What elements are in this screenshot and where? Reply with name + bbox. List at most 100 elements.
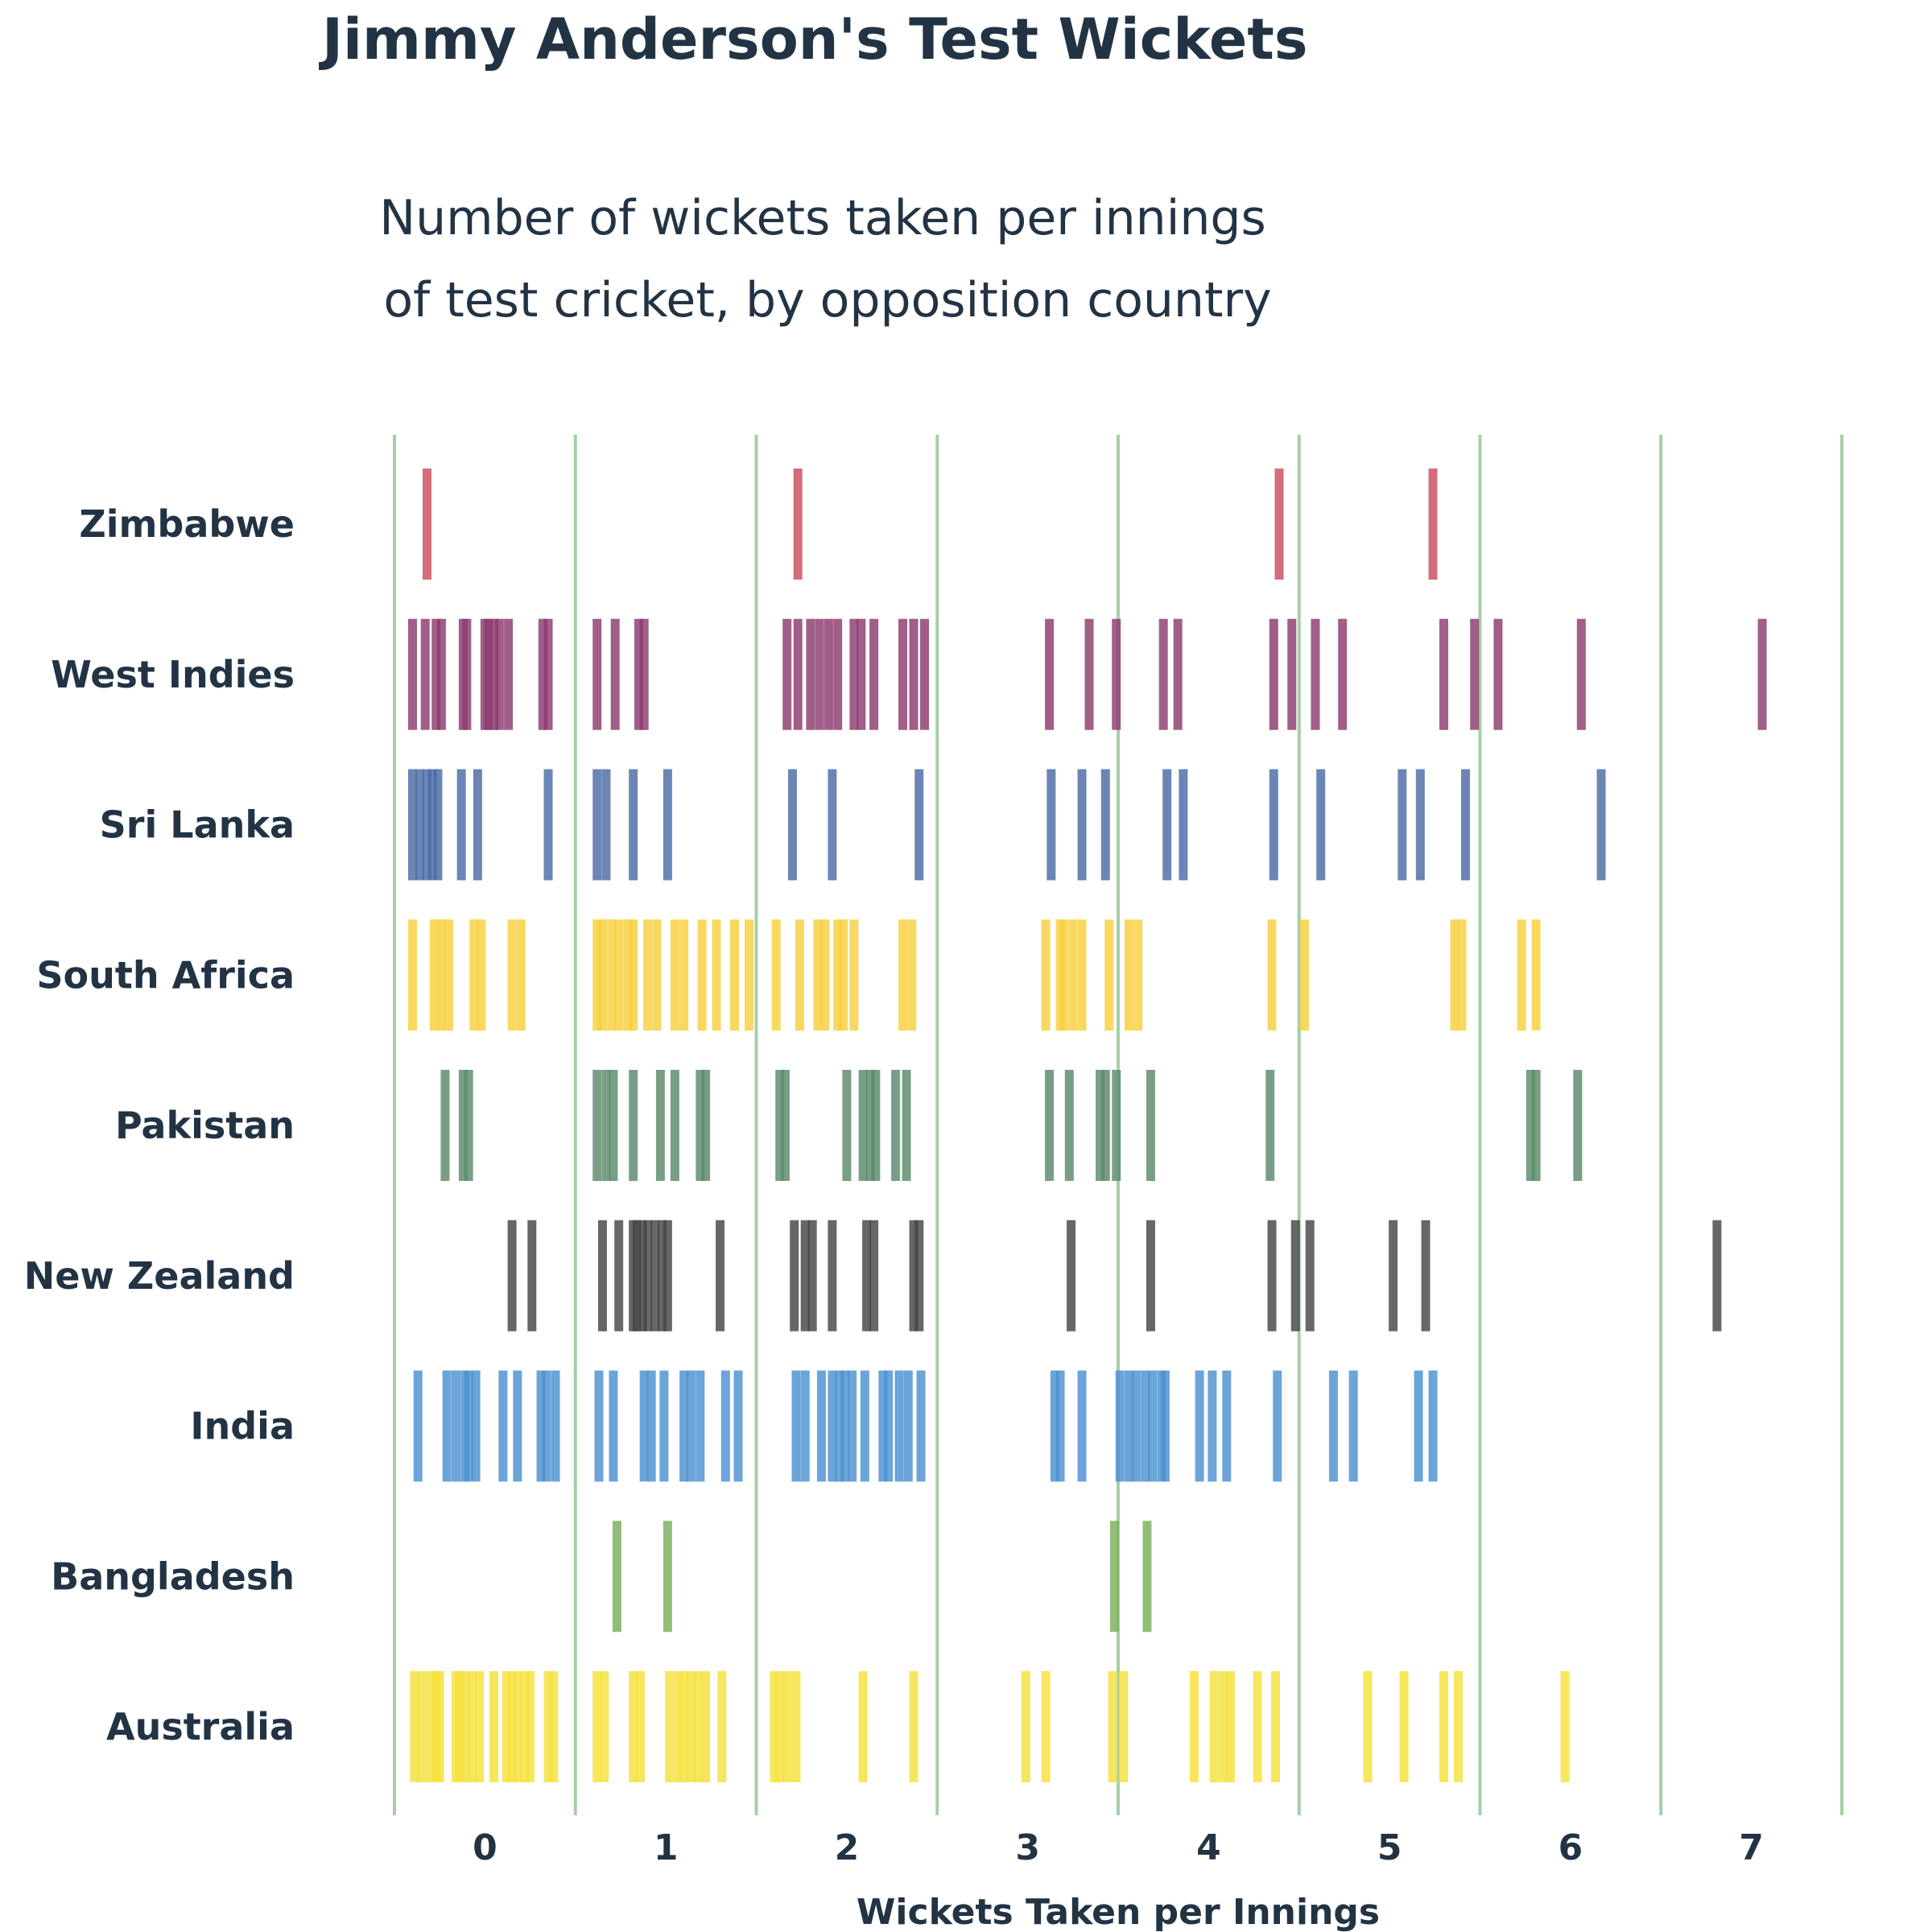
chart-title: Jimmy Anderson's Test Wickets xyxy=(319,6,1308,72)
wicket-mark xyxy=(1271,1671,1281,1782)
wicket-mark xyxy=(909,1220,919,1331)
wicket-mark xyxy=(1162,769,1172,881)
wicket-mark xyxy=(629,769,638,881)
country-row xyxy=(410,1671,1570,1782)
wicket-mark xyxy=(1084,618,1094,730)
wicket-mark xyxy=(542,1370,551,1482)
wicket-mark xyxy=(435,1671,444,1782)
wicket-mark xyxy=(1100,1070,1110,1181)
wicket-mark xyxy=(601,1070,611,1181)
wicket-mark xyxy=(1461,769,1471,881)
wicket-mark xyxy=(502,1671,511,1782)
wicket-mark xyxy=(717,1671,727,1782)
wicket-mark xyxy=(782,618,792,730)
wicket-mark xyxy=(436,919,446,1031)
wicket-mark xyxy=(1046,769,1056,881)
wicket-mark xyxy=(828,1370,837,1482)
wicket-mark xyxy=(1265,1070,1275,1181)
wicket-mark xyxy=(543,769,553,881)
wicket-mark xyxy=(1269,618,1278,730)
country-label: South Africa xyxy=(36,953,295,997)
wicket-mark xyxy=(1299,919,1309,1031)
wicket-mark xyxy=(1045,618,1055,730)
wicket-mark xyxy=(771,919,781,1031)
wicket-mark xyxy=(1253,1671,1262,1782)
wicket-mark xyxy=(828,769,837,881)
wicket-mark xyxy=(674,1671,683,1782)
country-label: Sri Lanka xyxy=(100,803,295,847)
wicket-mark xyxy=(592,919,602,1031)
wicket-mark xyxy=(1021,1671,1030,1782)
wicket-mark xyxy=(1068,919,1078,1031)
wicket-mark xyxy=(1141,1370,1150,1482)
wicket-mark xyxy=(1311,618,1320,730)
wicket-mark xyxy=(659,1370,669,1482)
wicket-mark xyxy=(1096,1070,1105,1181)
wicket-mark xyxy=(494,618,504,730)
wicket-mark xyxy=(1305,1220,1315,1331)
wicket-mark xyxy=(1439,618,1449,730)
wicket-mark xyxy=(920,618,930,730)
wicket-mark xyxy=(1457,919,1467,1031)
wicket-mark xyxy=(1348,1370,1358,1482)
wicket-mark xyxy=(600,1671,609,1782)
wicket-mark xyxy=(426,1671,436,1782)
wicket-mark xyxy=(471,1370,481,1482)
wicket-mark xyxy=(898,919,908,1031)
wicket-mark xyxy=(1077,769,1087,881)
wicket-mark xyxy=(504,618,514,730)
wicket-mark xyxy=(1428,469,1438,580)
wicket-mark xyxy=(1133,919,1143,1031)
wicket-mark xyxy=(1269,769,1278,881)
wicket-mark xyxy=(694,1671,704,1782)
wicket-mark xyxy=(646,1370,656,1482)
wicket-mark xyxy=(1421,1220,1430,1331)
wicket-mark xyxy=(1316,769,1326,881)
wicket-mark xyxy=(828,1220,837,1331)
wicket-mark xyxy=(842,1070,852,1181)
wicket-mark xyxy=(770,1671,779,1782)
wicket-mark xyxy=(639,618,649,730)
wicket-mark xyxy=(420,618,430,730)
wicket-mark xyxy=(679,919,689,1031)
wicket-mark xyxy=(1195,1370,1204,1482)
wicket-mark xyxy=(701,1070,711,1181)
wicket-mark xyxy=(455,1671,464,1782)
wicket-mark xyxy=(815,618,824,730)
wicket-mark xyxy=(513,1370,522,1482)
wicket-mark xyxy=(903,1370,913,1482)
wicket-mark xyxy=(1189,1671,1199,1782)
wicket-mark xyxy=(907,919,917,1031)
wicket-mark xyxy=(1119,1671,1129,1782)
wicket-mark xyxy=(592,1671,602,1782)
wicket-mark xyxy=(914,1220,924,1331)
country-row xyxy=(407,618,1767,730)
wicket-mark xyxy=(1287,618,1297,730)
wicket-mark xyxy=(658,1220,667,1331)
country-row xyxy=(507,1220,1722,1331)
wicket-mark xyxy=(1104,919,1114,1031)
wicket-mark xyxy=(1454,1671,1463,1782)
wicket-mark xyxy=(1041,1671,1051,1782)
wicket-mark xyxy=(745,919,754,1031)
wicket-mark xyxy=(650,1220,660,1331)
wicket-mark xyxy=(1050,1370,1059,1482)
wicket-mark xyxy=(791,1370,801,1482)
wicket-mark xyxy=(1142,1521,1152,1633)
wicket-mark xyxy=(1273,1370,1282,1482)
wicket-mark xyxy=(1712,1220,1722,1331)
country-row xyxy=(413,1370,1438,1482)
wicket-mark xyxy=(733,1370,743,1482)
wicket-mark xyxy=(696,1070,705,1181)
wicket-mark xyxy=(1338,618,1348,730)
wicket-mark xyxy=(775,1070,785,1181)
wicket-mark xyxy=(655,1070,665,1181)
wicket-mark xyxy=(806,618,815,730)
wicket-mark xyxy=(1531,919,1541,1031)
wicket-mark xyxy=(1218,1671,1228,1782)
wicket-mark xyxy=(790,1220,799,1331)
wicket-mark xyxy=(1112,618,1121,730)
wicket-mark xyxy=(407,618,417,730)
wicket-mark xyxy=(840,1370,850,1482)
wicket-mark xyxy=(629,1671,638,1782)
